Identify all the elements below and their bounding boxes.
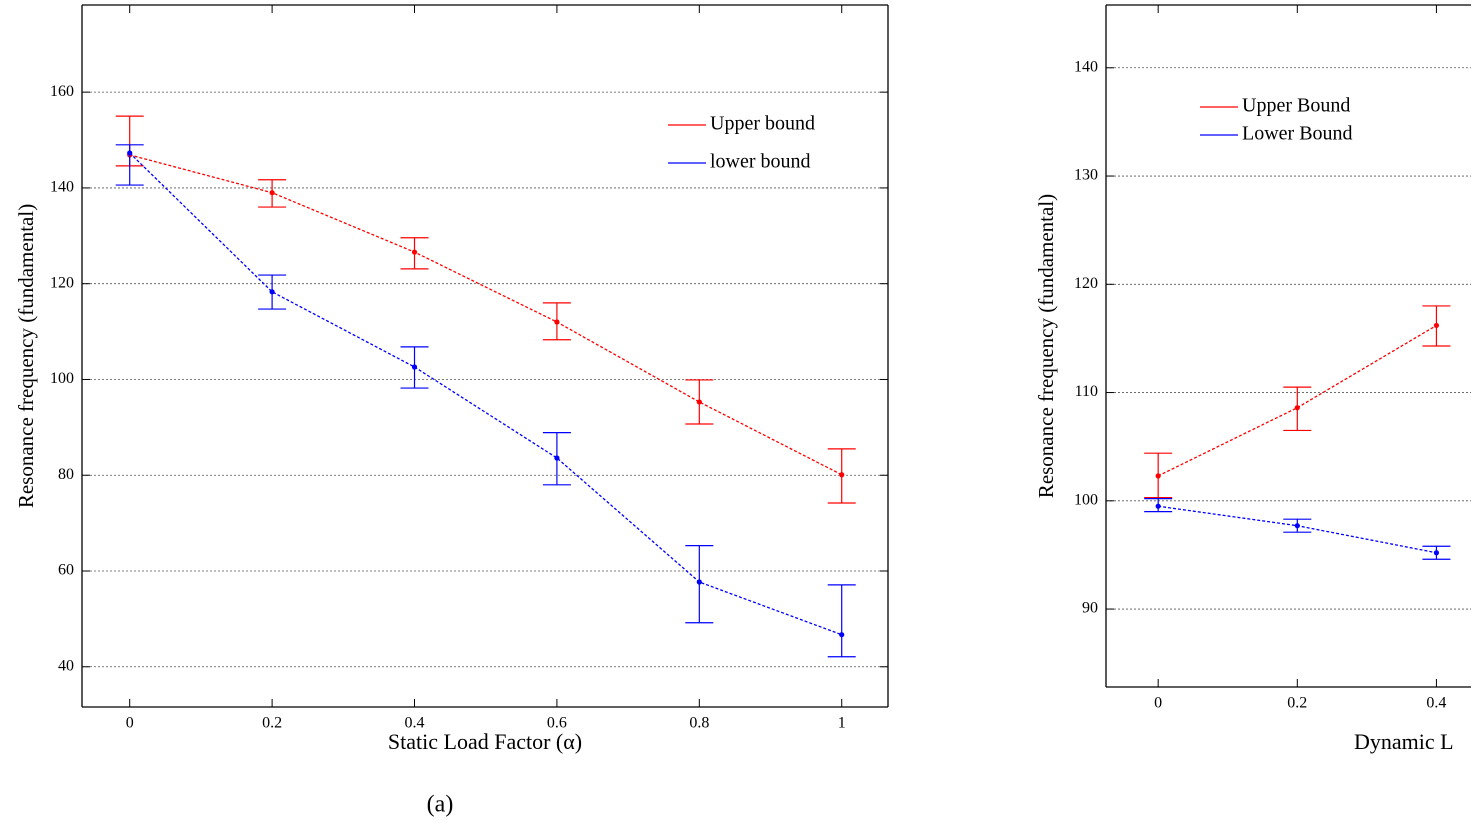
y-tick-label: 90	[1082, 600, 1098, 617]
y-tick-label: 60	[58, 562, 74, 579]
point	[1155, 473, 1161, 479]
series-line	[129, 152, 842, 636]
y-tick-label: 110	[1075, 383, 1098, 400]
y-tick-label: 160	[50, 83, 74, 100]
y-tick-label: 100	[50, 370, 74, 387]
point	[554, 455, 560, 461]
point	[269, 190, 275, 196]
y-tick-label: 100	[1074, 491, 1098, 508]
point	[1155, 503, 1161, 509]
point	[1294, 523, 1300, 529]
x-axis-label: Dynamic L	[1354, 729, 1454, 754]
series-line	[129, 154, 843, 476]
y-tick-label: 120	[1074, 275, 1098, 292]
point	[554, 319, 560, 325]
y-axis-label: Resonance frequency (fundamental)	[14, 204, 38, 508]
point	[1433, 550, 1440, 556]
x-tick-label: 0.4	[1426, 695, 1446, 712]
x-tick-label: 1	[838, 715, 846, 732]
point	[411, 364, 418, 370]
x-tick-label: 0.2	[1287, 695, 1307, 712]
legend-label: Lower Bound	[1242, 123, 1353, 145]
point	[127, 150, 133, 156]
y-tick-label: 40	[58, 657, 74, 674]
legend-label: Upper Bound	[1242, 95, 1350, 117]
y-tick-label: 80	[58, 466, 74, 483]
y-tick-label: 120	[50, 274, 74, 291]
point	[1433, 322, 1440, 329]
point	[696, 579, 702, 585]
x-axis-label: Static Load Factor (α)	[388, 729, 582, 754]
y-axis-label: Resonance frequency (fundamental)	[1034, 194, 1058, 498]
point	[1294, 405, 1300, 411]
y-tick-label: 140	[1074, 58, 1098, 75]
point	[269, 289, 275, 295]
point	[696, 399, 702, 405]
legend-label: lower bound	[710, 151, 811, 173]
legend-label: Upper bound	[710, 113, 815, 135]
x-tick-label: 0.4	[405, 715, 425, 732]
point	[839, 632, 845, 638]
point	[411, 249, 418, 255]
caption: (a)	[427, 792, 454, 818]
x-tick-label: 0.6	[547, 715, 567, 732]
x-tick-label: 0.8	[689, 715, 709, 732]
point	[839, 472, 845, 478]
x-tick-label: 0	[126, 715, 134, 732]
series-line	[1157, 324, 1437, 477]
y-tick-label: 130	[1074, 167, 1098, 184]
x-tick-label: 0	[1154, 695, 1162, 712]
x-tick-label: 0.2	[262, 715, 282, 732]
y-tick-label: 140	[50, 179, 74, 196]
